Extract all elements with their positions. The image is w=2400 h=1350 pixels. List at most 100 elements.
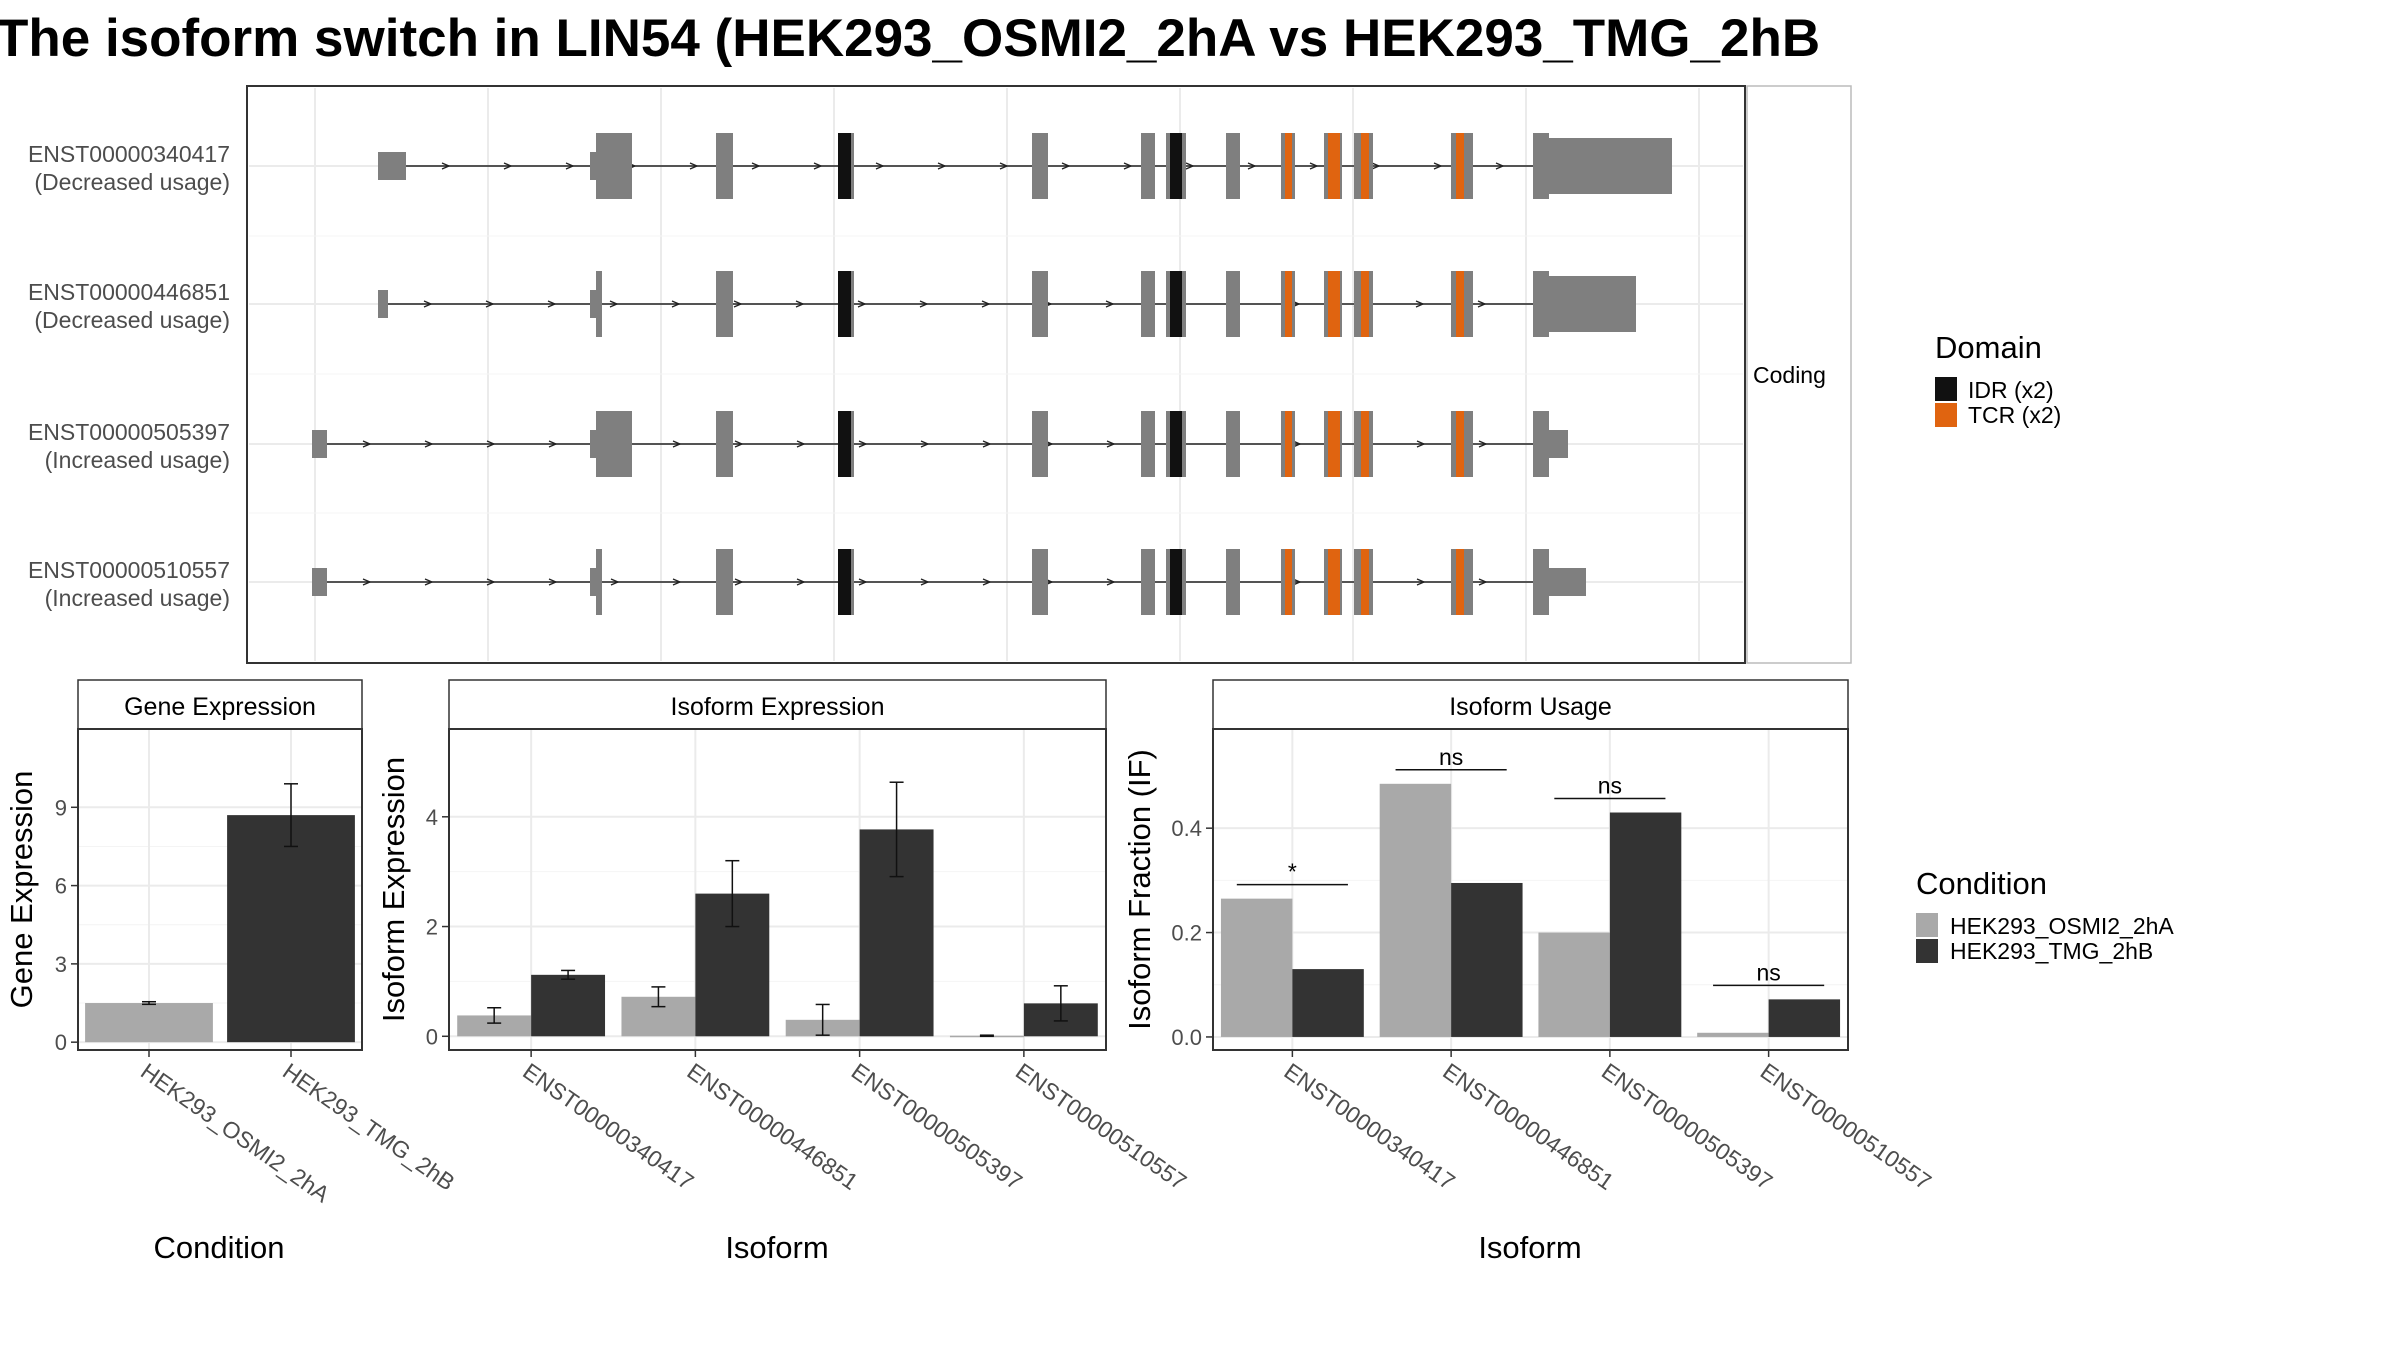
domain-key-tcr xyxy=(1935,403,1957,427)
y-tick-label: 0 xyxy=(55,1030,67,1055)
isoform-track-3 xyxy=(312,411,1568,477)
tcr-domain-segment xyxy=(1456,271,1464,337)
coding-exon xyxy=(1141,549,1155,615)
intron-arrow xyxy=(424,440,434,448)
intron-arrow xyxy=(734,440,744,448)
domain-legend-title: Domain xyxy=(1935,330,2042,365)
tcr-domain-segment xyxy=(1328,549,1340,615)
condition-label-tmg: HEK293_TMG_2hB xyxy=(1950,938,2153,964)
isoform-track-2 xyxy=(378,271,1636,337)
intron-arrow xyxy=(1123,162,1133,170)
intron-arrow xyxy=(1292,440,1302,448)
isoform-label-2-usage: (Decreased usage) xyxy=(34,307,230,333)
isoform-label-4-usage: (Increased usage) xyxy=(45,585,230,611)
intron-arrow xyxy=(548,578,558,586)
bar xyxy=(1379,783,1452,1037)
x-tick-label: ENST00000446851 xyxy=(683,1058,863,1195)
intron-arrow xyxy=(441,162,451,170)
isoform-label-3-usage: (Increased usage) xyxy=(45,447,230,473)
tcr-domain-segment xyxy=(1285,411,1292,477)
x-tick-label: ENST00000340417 xyxy=(518,1058,698,1195)
intron-arrow xyxy=(1105,300,1115,308)
idr-domain-exon xyxy=(838,411,854,477)
intron-arrow xyxy=(875,162,885,170)
utr-exon xyxy=(312,568,327,596)
tcr-domain-segment xyxy=(1285,271,1292,337)
coding-exon xyxy=(596,411,632,477)
coding-exon xyxy=(1533,133,1549,199)
utr-exon xyxy=(1549,568,1586,596)
intron-arrow xyxy=(981,300,991,308)
idr-domain-exon xyxy=(838,549,854,615)
coding-exon xyxy=(1226,411,1240,477)
tcr-domain-segment xyxy=(1328,271,1340,337)
utr-exon xyxy=(1549,138,1672,194)
significance-label: * xyxy=(1288,859,1297,885)
coding-exon xyxy=(596,271,602,337)
idr-domain-segment xyxy=(1170,271,1182,337)
y-tick-label: 2 xyxy=(426,915,438,940)
idr-domain-segment xyxy=(1170,411,1182,477)
y-tick-label: 0.4 xyxy=(1171,816,1202,841)
intron-arrow xyxy=(1416,440,1426,448)
intron-arrow xyxy=(565,162,575,170)
intron-arrow xyxy=(999,162,1009,170)
coding-exon-edge xyxy=(851,411,854,477)
intron-arrow xyxy=(423,300,433,308)
plot-border xyxy=(77,728,363,1051)
tcr-domain-segment xyxy=(1456,411,1464,477)
y-axis-title: Isoform Expression xyxy=(376,757,411,1022)
bar xyxy=(1697,1032,1769,1037)
coding-exon xyxy=(716,133,733,199)
coding-exon xyxy=(1533,271,1549,337)
significance-label: ns xyxy=(1756,959,1780,985)
intron-arrow xyxy=(734,578,744,586)
intron-arrow xyxy=(796,578,806,586)
intron-arrow xyxy=(1478,578,1488,586)
coding-exon-edge xyxy=(851,271,854,337)
utr-exon xyxy=(1549,430,1568,458)
coding-exon xyxy=(1032,411,1048,477)
isoform-label-2-id: ENST00000446851 xyxy=(28,279,230,305)
coding-exon xyxy=(1533,411,1549,477)
intron-arrow xyxy=(362,440,372,448)
bar xyxy=(1220,898,1293,1037)
y-axis-title: Isoform Fraction (IF) xyxy=(1122,749,1157,1030)
intron-arrow xyxy=(547,300,557,308)
condition-legend: Condition HEK293_OSMI2_2hA HEK293_TMG_2h… xyxy=(1916,866,2174,964)
coding-facet-strip xyxy=(1746,85,1852,664)
intron-arrow xyxy=(919,300,929,308)
intron-arrow xyxy=(1415,300,1425,308)
intron-arrow xyxy=(813,162,823,170)
intron-arrow xyxy=(920,440,930,448)
tcr-domain-segment xyxy=(1361,411,1369,477)
utr-exon xyxy=(312,430,327,458)
isoform-label-1-usage: (Decreased usage) xyxy=(34,169,230,195)
tcr-domain-segment xyxy=(1456,549,1464,615)
intron-arrow xyxy=(982,440,992,448)
domain-label-tcr: TCR (x2) xyxy=(1968,402,2061,428)
intron-arrow xyxy=(857,300,867,308)
coding-exon xyxy=(1141,271,1155,337)
exon-utr-part xyxy=(590,430,600,458)
plot-border xyxy=(448,728,1107,1051)
intron-arrow xyxy=(1292,578,1302,586)
figure-title: The isoform switch in LIN54 (HEK293_OSMI… xyxy=(0,9,1820,68)
bar xyxy=(1538,932,1610,1037)
utr-exon xyxy=(1549,276,1636,332)
y-tick-label: 4 xyxy=(426,805,438,830)
intron-arrow xyxy=(1433,162,1443,170)
condition-label-osmi2: HEK293_OSMI2_2hA xyxy=(1950,913,2174,939)
domain-label-idr: IDR (x2) xyxy=(1968,377,2054,403)
x-axis-title: Isoform xyxy=(725,1230,828,1265)
y-tick-label: 0.0 xyxy=(1171,1025,1202,1050)
intron-arrow xyxy=(689,162,699,170)
condition-key-osmi2 xyxy=(1916,913,1938,937)
intron-arrow xyxy=(671,300,681,308)
tcr-domain-segment xyxy=(1361,133,1369,199)
coding-exon xyxy=(1141,411,1155,477)
tcr-domain-segment xyxy=(1328,411,1340,477)
intron-arrow xyxy=(733,300,743,308)
intron-arrow xyxy=(795,300,805,308)
plot-border xyxy=(1212,728,1849,1051)
